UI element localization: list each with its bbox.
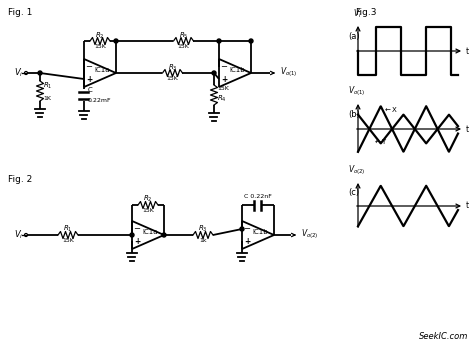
Circle shape <box>240 227 244 231</box>
Circle shape <box>212 71 216 75</box>
Text: IC1a: IC1a <box>94 67 110 73</box>
Text: +: + <box>134 237 140 246</box>
Text: $V_i$: $V_i$ <box>14 67 23 79</box>
Text: $R_3$: $R_3$ <box>198 224 208 234</box>
Text: 15K: 15K <box>62 238 74 244</box>
Text: 15K: 15K <box>178 45 190 49</box>
Text: t: t <box>466 46 469 55</box>
Text: $V_{o(2)}$: $V_{o(2)}$ <box>301 227 319 241</box>
Text: $\leftarrow$X: $\leftarrow$X <box>383 105 398 114</box>
Circle shape <box>162 233 166 237</box>
Text: $V_{o(2)}$: $V_{o(2)}$ <box>348 163 366 177</box>
Text: Fig. 1: Fig. 1 <box>8 8 32 17</box>
Text: −: − <box>244 224 250 233</box>
Circle shape <box>249 39 253 43</box>
Circle shape <box>217 39 221 43</box>
Circle shape <box>114 39 118 43</box>
Text: $V_i$: $V_i$ <box>14 229 23 241</box>
Text: $\leftarrow$Y: $\leftarrow$Y <box>373 137 388 146</box>
Circle shape <box>38 71 42 75</box>
Text: (b): (b) <box>348 110 360 119</box>
Text: 1K: 1K <box>43 95 51 100</box>
Text: −: − <box>134 224 140 233</box>
Text: $V_{o(1)}$: $V_{o(1)}$ <box>280 65 298 79</box>
Text: $R_1$: $R_1$ <box>43 81 53 91</box>
Text: (c): (c) <box>348 188 359 197</box>
Text: $R_2$: $R_2$ <box>143 194 153 204</box>
Text: $R_5$: $R_5$ <box>179 31 188 41</box>
Text: IC1a: IC1a <box>142 229 158 235</box>
Text: IC1b: IC1b <box>252 229 268 235</box>
Text: 1k: 1k <box>199 238 207 244</box>
Text: −: − <box>85 62 92 71</box>
Text: (a): (a) <box>348 32 360 41</box>
Text: C: C <box>88 87 93 93</box>
Text: +: + <box>244 237 250 246</box>
Text: +: + <box>86 75 92 84</box>
Text: C 0.22nF: C 0.22nF <box>244 194 272 199</box>
Circle shape <box>130 233 134 237</box>
Text: 15K: 15K <box>166 77 178 81</box>
Text: $R_3$: $R_3$ <box>168 63 177 73</box>
Text: +: + <box>221 75 227 84</box>
Text: 15K: 15K <box>217 86 229 92</box>
Text: t: t <box>466 201 469 211</box>
Text: SeekIC.com: SeekIC.com <box>419 332 468 341</box>
Text: 0.22mF: 0.22mF <box>88 99 111 104</box>
Text: −: − <box>220 62 228 71</box>
Text: 15K: 15K <box>94 45 106 49</box>
Text: $R_4$: $R_4$ <box>217 94 227 104</box>
Text: Fig. 2: Fig. 2 <box>8 175 32 184</box>
Text: $V_i$: $V_i$ <box>353 7 361 20</box>
Text: t: t <box>466 125 469 133</box>
Text: $R_1$: $R_1$ <box>63 224 73 234</box>
Text: $R_2$: $R_2$ <box>95 31 105 41</box>
Text: Fig.3: Fig.3 <box>355 8 376 17</box>
Text: 15K: 15K <box>142 208 154 213</box>
Text: IC1b: IC1b <box>229 67 245 73</box>
Text: $V_{o(1)}$: $V_{o(1)}$ <box>348 84 366 98</box>
